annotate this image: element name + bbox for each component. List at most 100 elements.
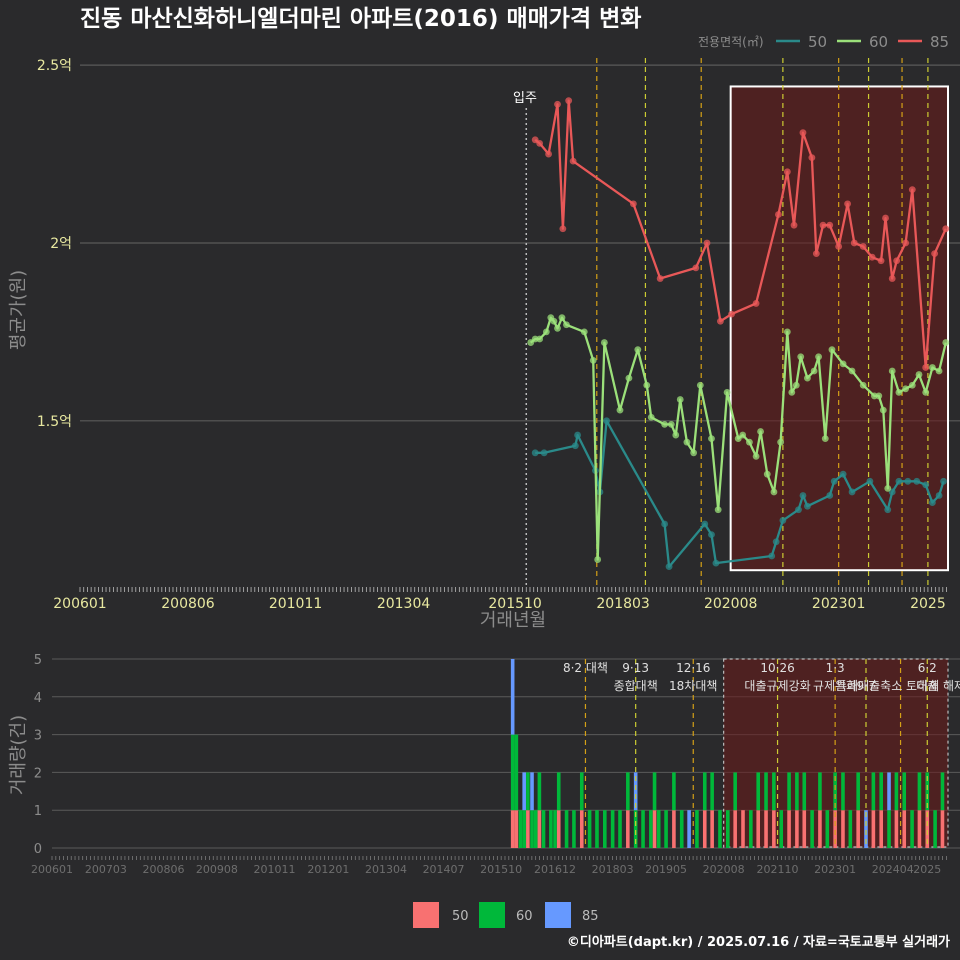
volume-bars xyxy=(510,659,945,848)
policy-annotation-top: 1·3 xyxy=(826,661,845,675)
volume-x-tick-label: 202110 xyxy=(757,863,799,876)
bar-60 xyxy=(825,810,830,848)
volume-x-tick-label: 201304 xyxy=(365,863,407,876)
volume-x-tick-label: 201510 xyxy=(480,863,522,876)
bar-50 xyxy=(556,810,561,848)
bar-60 xyxy=(894,772,899,811)
bar-60 xyxy=(541,810,546,848)
volume-x-tick-label: 201201 xyxy=(307,863,349,876)
bar-60 xyxy=(564,810,569,848)
series-60 xyxy=(527,314,950,563)
bar-60 xyxy=(533,810,538,848)
bar-60 xyxy=(910,810,914,848)
legend-label-50: 50 xyxy=(808,33,827,51)
bar-50 xyxy=(652,810,657,848)
volume-x-tick-label: 202008 xyxy=(703,863,745,876)
bar-60 xyxy=(518,810,523,848)
y-tick-label: 2억 xyxy=(50,236,72,252)
bar-60 xyxy=(879,772,884,811)
legend-title: 전용면적(㎡) xyxy=(698,35,764,49)
recent-period-highlight xyxy=(729,85,949,572)
bar-85 xyxy=(864,810,868,848)
price-axes: 200601 200806 201011 201304 201510 201803 2020… xyxy=(53,587,947,612)
legend: 전용면적(㎡) 50 60 85 xyxy=(698,33,949,51)
x-tick-label: 201304 xyxy=(377,596,431,612)
bar-60 xyxy=(656,810,661,848)
bar-85 xyxy=(687,810,691,848)
policy-annotation-top: 9·13 xyxy=(622,661,649,675)
bar-50 xyxy=(756,810,761,848)
bar-85 xyxy=(510,659,515,735)
bar-50 xyxy=(925,810,930,848)
bar-50 xyxy=(879,810,884,848)
x-axis-title: 거래년월 xyxy=(480,610,546,631)
bar-60 xyxy=(810,810,814,848)
x-tick-label: 202301 xyxy=(812,596,865,612)
bar-60 xyxy=(572,810,576,848)
volume-x-tick-label: 201612 xyxy=(534,863,576,876)
policy-annotation-bottom: 9·7 xyxy=(856,679,875,693)
volume-x-tick-label: 201011 xyxy=(254,863,296,876)
series-line-60 xyxy=(529,316,947,561)
bar-60 xyxy=(514,734,519,811)
volume-y-tick-label: 2 xyxy=(34,766,42,781)
volume-x-tick-label: 200601 xyxy=(31,863,73,876)
point-50 xyxy=(531,449,539,457)
bar-50 xyxy=(802,810,807,848)
y-tick-label: 1.5억 xyxy=(37,414,72,430)
bar-85 xyxy=(530,772,534,811)
series-85 xyxy=(531,97,950,371)
policy-annotation-top: 6·2 xyxy=(918,661,937,675)
policy-annotation-bottom: 종합대책 xyxy=(614,678,658,693)
bar-50 xyxy=(795,810,799,848)
bar-50 xyxy=(741,810,745,848)
bar-50 xyxy=(626,810,630,848)
y-tick-label: 2.5억 xyxy=(37,58,72,74)
bar-legend-label-60: 60 xyxy=(516,909,533,924)
bar-50 xyxy=(856,810,860,848)
bar-60 xyxy=(933,810,937,848)
policy-lines xyxy=(525,58,929,588)
bar-50 xyxy=(710,810,714,848)
bar-60 xyxy=(664,810,668,848)
x-tick-label: 201803 xyxy=(596,596,649,612)
x-tick-label: 201510 xyxy=(488,596,541,612)
bar-50 xyxy=(940,810,945,848)
bar-60 xyxy=(887,810,891,848)
bar-60 xyxy=(718,810,722,848)
bar-85 xyxy=(522,772,526,811)
bar-60 xyxy=(940,772,945,811)
highlight-box xyxy=(729,85,949,572)
bar-60 xyxy=(795,772,799,811)
bar-50 xyxy=(902,810,907,848)
volume-x-tick-label: 202404 xyxy=(872,863,914,876)
y-axis-title: 평균가(원) xyxy=(8,270,29,350)
bar-60 xyxy=(856,772,860,811)
volume-x-tick-label: 2025 xyxy=(913,863,941,876)
bar-60 xyxy=(618,810,622,848)
bar-60 xyxy=(579,772,584,811)
x-tick-label: 201011 xyxy=(269,596,322,612)
bar-60 xyxy=(610,810,615,848)
bar-60 xyxy=(510,734,515,811)
legend-label-85: 85 xyxy=(930,33,949,51)
bar-legend: 50 60 85 xyxy=(413,902,599,928)
bar-60 xyxy=(925,772,930,811)
bar-60 xyxy=(841,772,845,811)
bar-50 xyxy=(772,810,776,848)
bar-60 xyxy=(537,772,542,811)
bar-60 xyxy=(526,772,530,811)
policy-annotation-bottom: 규제완화 xyxy=(813,679,857,693)
policy-annotation-bottom: 대출규제강화 xyxy=(744,679,810,693)
price-chart: 1.5억 2억 2.5억 200601 200806 201011 201304 20151… xyxy=(8,33,960,631)
bar-60 xyxy=(549,810,553,848)
bar-60 xyxy=(848,810,853,848)
x-tick-label: 200601 xyxy=(53,596,106,612)
series-line-85 xyxy=(534,99,947,369)
bar-50 xyxy=(917,810,922,848)
bar-60 xyxy=(553,810,557,848)
bar-50 xyxy=(764,810,768,848)
volume-x-tick-label: 200908 xyxy=(196,863,238,876)
x-tick-label: 200806 xyxy=(161,596,215,612)
